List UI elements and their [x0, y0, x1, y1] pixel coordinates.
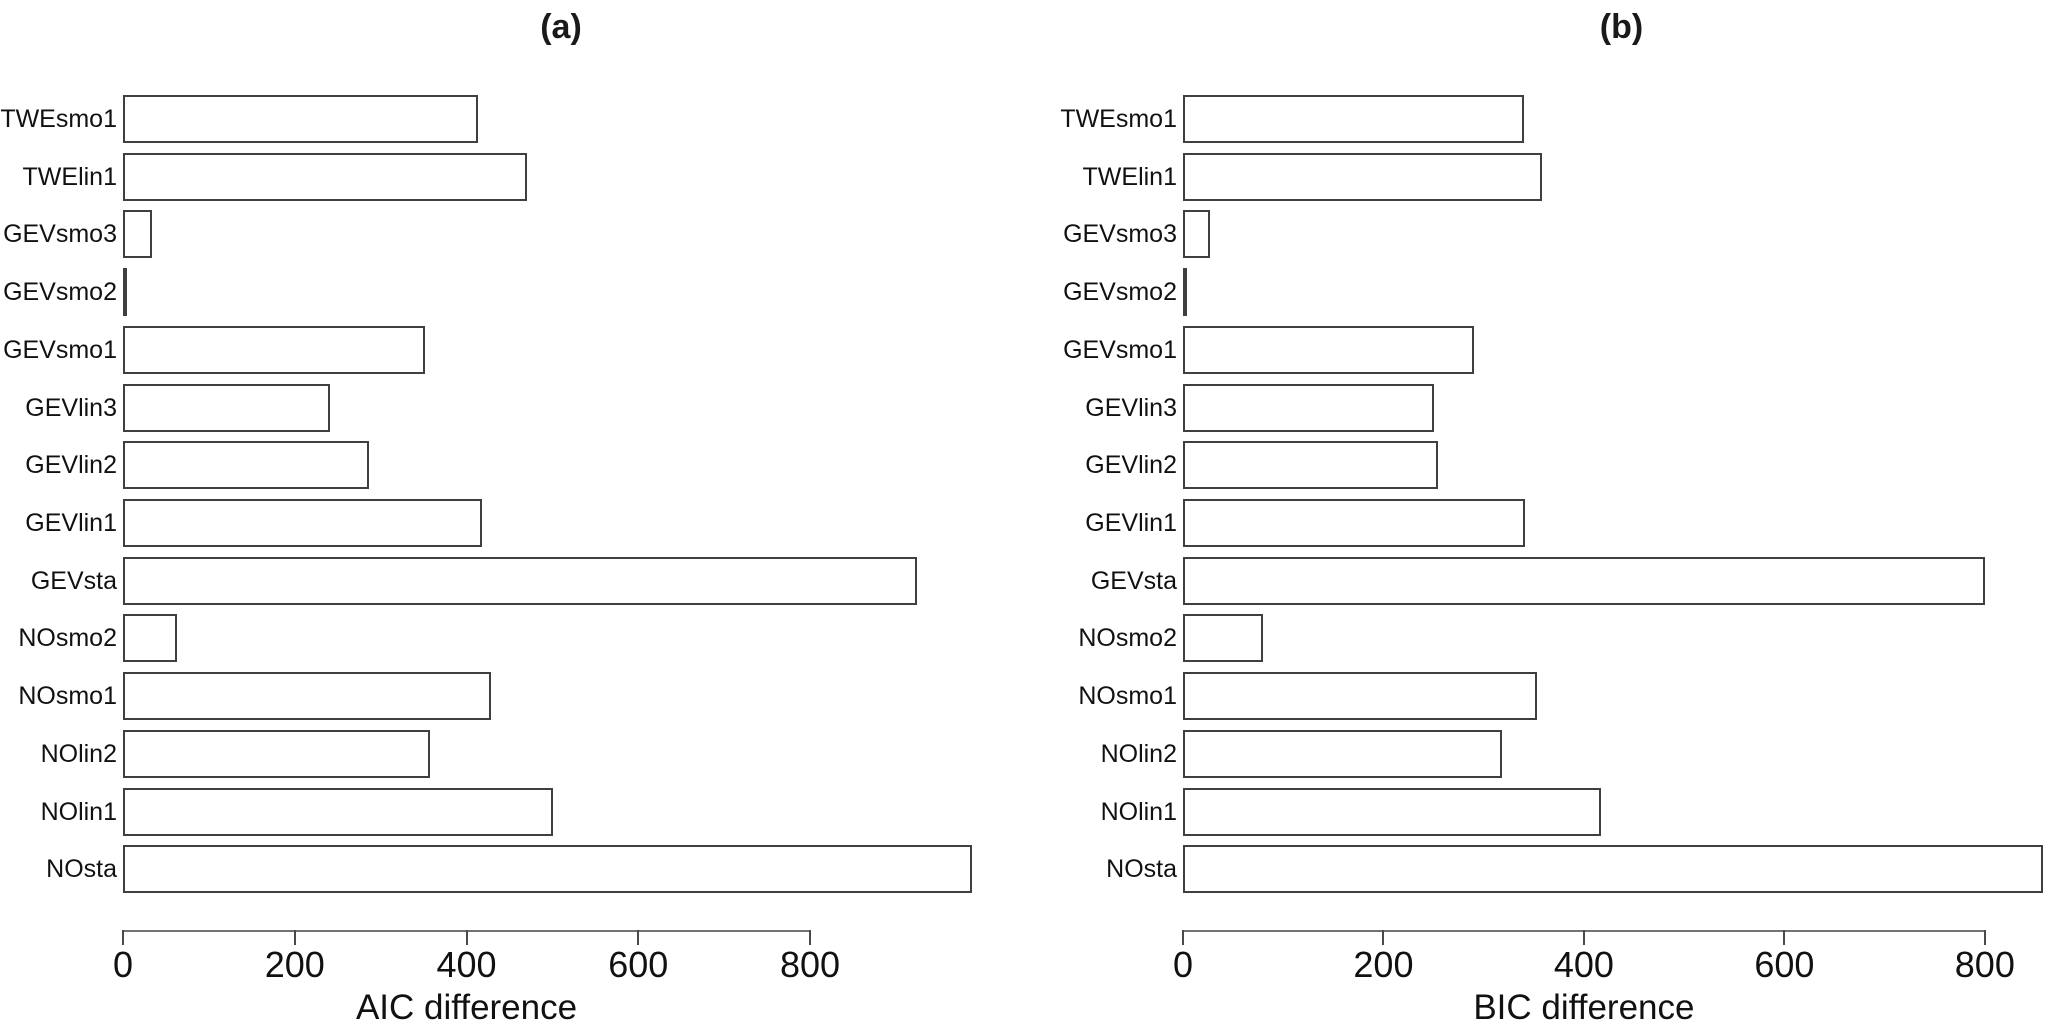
- tick-label-400: 400: [436, 944, 497, 985]
- category-label-gevsmo3: GEVsmo3: [1063, 220, 1177, 249]
- category-label-gevlin2: GEVlin2: [25, 451, 117, 480]
- category-label-twelin1: TWElin1: [1082, 162, 1177, 191]
- category-label-nosta: NOsta: [46, 855, 117, 884]
- category-label-nosmo2: NOsmo2: [18, 624, 117, 653]
- category-label-gevlin3: GEVlin3: [1085, 393, 1177, 422]
- bar-twesmo1: [123, 95, 478, 143]
- category-label-nosmo1: NOsmo1: [1078, 682, 1177, 711]
- axis-tick-400: [1582, 930, 1585, 945]
- axis-tick-600: [637, 930, 640, 945]
- category-label-nosmo2: NOsmo2: [1078, 624, 1177, 653]
- bar-nolin2: [123, 729, 430, 778]
- bar-gevsmo1: [123, 325, 426, 374]
- bar-gevsta: [123, 556, 917, 605]
- bar-twelin1: [1183, 152, 1542, 201]
- panel-a-axis-label: AIC difference: [355, 988, 578, 1027]
- category-label-nosmo1: NOsmo1: [18, 682, 117, 711]
- category-label-gevsmo1: GEVsmo1: [3, 335, 117, 364]
- bar-gevlin2: [1183, 441, 1438, 490]
- category-label-gevlin3: GEVlin3: [25, 393, 117, 422]
- bar-nosta: [123, 845, 972, 894]
- category-label-gevlin1: GEVlin1: [1085, 508, 1177, 537]
- axis-tick-800: [809, 930, 812, 945]
- tick-label-600: 600: [608, 944, 669, 985]
- category-label-gevsta: GEVsta: [1090, 566, 1177, 595]
- category-label-twesmo1: TWEsmo1: [1060, 105, 1177, 133]
- bar-gevlin2: [123, 441, 370, 490]
- bar-twesmo1: [1183, 95, 1524, 143]
- category-label-gevsmo3: GEVsmo3: [3, 220, 117, 249]
- category-label-twelin1: TWElin1: [22, 162, 117, 191]
- bar-twelin1: [123, 152, 527, 201]
- axis-tick-0: [1182, 930, 1184, 945]
- category-label-gevsta: GEVsta: [30, 566, 117, 595]
- category-label-nosta: NOsta: [1106, 855, 1177, 884]
- bar-nosmo1: [1183, 672, 1537, 721]
- tick-label-600: 600: [1754, 944, 1815, 985]
- panel-a-title: (a): [540, 8, 582, 46]
- x-axis-b: [1182, 930, 2060, 946]
- axis-tick-400: [465, 930, 468, 945]
- category-label-nolin2: NOlin2: [40, 739, 117, 768]
- tick-label-800: 800: [780, 944, 841, 985]
- panel-b-axis-label: BIC difference: [1473, 988, 1695, 1027]
- category-label-twesmo1: TWEsmo1: [0, 105, 117, 133]
- tick-label-400: 400: [1553, 944, 1614, 985]
- category-label-gevsmo2: GEVsmo2: [1063, 278, 1177, 307]
- axis-tick-0: [122, 930, 124, 945]
- axis-tick-200: [293, 930, 296, 945]
- bar-gevlin1: [123, 498, 482, 547]
- bar-nosmo2: [123, 614, 178, 663]
- bar-gevsmo3: [1183, 210, 1211, 259]
- bar-gevsmo3: [123, 210, 153, 259]
- bar-gevlin3: [1183, 383, 1434, 432]
- bar-nolin1: [123, 787, 554, 836]
- tick-label-200: 200: [1353, 944, 1414, 985]
- category-label-gevlin1: GEVlin1: [25, 508, 117, 537]
- category-label-nolin1: NOlin1: [1100, 797, 1177, 826]
- bar-gevlin3: [123, 383, 330, 432]
- bar-gevsmo1: [1183, 325, 1474, 374]
- x-axis-a: [122, 930, 999, 946]
- bar-gevsta: [1183, 556, 1985, 605]
- bar-nosta: [1183, 845, 2043, 894]
- tick-label-800: 800: [1954, 944, 2015, 985]
- category-label-nolin2: NOlin2: [1100, 739, 1177, 768]
- bar-gevsmo2: [1183, 268, 1187, 317]
- bar-gevlin1: [1183, 498, 1525, 547]
- category-label-gevlin2: GEVlin2: [1085, 451, 1177, 480]
- category-label-nolin1: NOlin1: [40, 797, 117, 826]
- axis-tick-600: [1783, 930, 1786, 945]
- bar-nosmo2: [1183, 614, 1264, 663]
- category-label-gevsmo1: GEVsmo1: [1063, 335, 1177, 364]
- axis-tick-800: [1983, 930, 1986, 945]
- panel-b-title: (b): [1599, 8, 1644, 46]
- bar-nolin2: [1183, 729, 1502, 778]
- category-label-gevsmo2: GEVsmo2: [3, 278, 117, 307]
- tick-label-0: 0: [112, 944, 134, 985]
- bar-nolin1: [1183, 787, 1601, 836]
- bar-gevsmo2: [123, 268, 127, 317]
- tick-label-200: 200: [264, 944, 325, 985]
- tick-label-0: 0: [1172, 944, 1194, 985]
- axis-tick-200: [1382, 930, 1385, 945]
- bar-nosmo1: [123, 672, 492, 721]
